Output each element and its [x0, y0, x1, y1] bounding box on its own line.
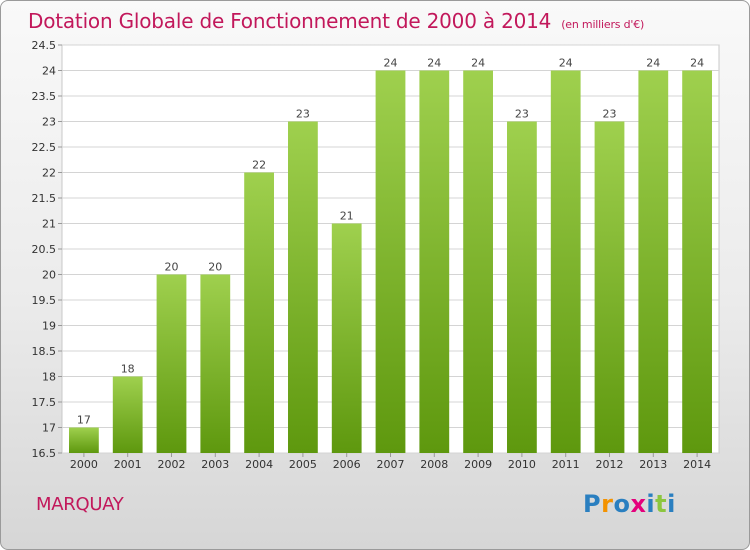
x-tick-label: 2001 [114, 458, 142, 471]
data-label: 18 [121, 363, 135, 376]
logo-letter: i [667, 490, 676, 518]
x-tick-label: 2005 [289, 458, 317, 471]
bar [550, 70, 581, 453]
bar [507, 121, 537, 453]
y-tick-label: 21.5 [32, 192, 57, 205]
data-labels: 17 18 20 20 22 23 21 24 24 24 23 24 23 24 24 [77, 57, 704, 427]
logo-letter: o [613, 490, 631, 518]
x-tick-label: 2014 [683, 458, 711, 471]
data-label: 23 [515, 108, 529, 121]
x-tick-label: 2009 [464, 458, 492, 471]
data-label: 23 [296, 108, 310, 121]
bar [331, 223, 362, 453]
chart-title: Dotation Globale de Fonctionnement de 20… [28, 9, 644, 33]
bars [69, 70, 712, 453]
x-axis-ticks: 2000 2001 2002 2003 2004 2005 2006 2007 2008 2009… [70, 453, 711, 471]
bar [244, 172, 274, 453]
data-label: 20 [165, 261, 179, 274]
commune-name: MARQUAY [36, 494, 124, 515]
y-tick-label: 16.5 [32, 447, 57, 460]
x-tick-label: 2004 [245, 458, 273, 471]
y-tick-label: 18.5 [32, 345, 57, 358]
x-tick-label: 2012 [596, 458, 624, 471]
data-label: 24 [427, 57, 441, 70]
logo-letter: t [655, 490, 668, 518]
y-tick-label: 17 [42, 422, 56, 435]
y-tick-label: 19 [42, 320, 56, 333]
y-axis-ticks: 16.5 17 17.5 18 18.5 19 19.5 20 20.5 21 21.5 22 22.5… [32, 39, 57, 460]
bar [682, 70, 712, 453]
x-tick-label: 2007 [377, 458, 405, 471]
y-tick-label: 24.5 [32, 39, 57, 52]
data-label: 24 [384, 57, 398, 70]
bar [69, 427, 99, 453]
proxiti-logo: Proxiti [583, 490, 676, 518]
y-tick-label: 18 [42, 371, 56, 384]
y-tick-label: 21 [42, 218, 56, 231]
x-tick-label: 2003 [201, 458, 229, 471]
chart-title-text: Dotation Globale de Fonctionnement de 20… [28, 9, 552, 33]
chart-subtitle: (en milliers d'€) [561, 18, 645, 31]
bar [112, 376, 143, 453]
x-tick-label: 2013 [639, 458, 667, 471]
x-tick-label: 2010 [508, 458, 536, 471]
logo-letter: x [630, 490, 647, 518]
y-tick-label: 22 [42, 167, 56, 180]
data-label: 20 [208, 261, 222, 274]
data-label: 17 [77, 414, 91, 427]
y-tick-label: 23 [42, 116, 56, 129]
bar [594, 121, 625, 453]
logo-letter: P [583, 490, 602, 518]
bar [288, 121, 318, 453]
bar [638, 70, 669, 453]
y-tick-label: 24 [42, 65, 56, 78]
y-tick-label: 20 [42, 269, 56, 282]
bar [200, 274, 231, 453]
data-label: 21 [340, 210, 354, 223]
data-label: 24 [471, 57, 485, 70]
x-tick-label: 2000 [70, 458, 98, 471]
logo-letter: i [646, 490, 656, 518]
data-label: 23 [603, 108, 617, 121]
y-tick-label: 20.5 [32, 243, 57, 256]
logo-letter: r [601, 490, 614, 518]
bar [463, 70, 493, 453]
y-tick-label: 19.5 [32, 294, 57, 307]
data-label: 24 [646, 57, 660, 70]
data-label: 22 [252, 159, 266, 172]
data-label: 24 [690, 57, 704, 70]
bar [375, 70, 406, 453]
x-tick-label: 2002 [158, 458, 186, 471]
data-label: 24 [559, 57, 573, 70]
y-tick-label: 23.5 [32, 90, 57, 103]
bar [419, 70, 450, 453]
y-tick-label: 22.5 [32, 141, 57, 154]
bar [156, 274, 187, 453]
x-tick-label: 2011 [552, 458, 580, 471]
y-tick-label: 17.5 [32, 396, 57, 409]
x-tick-label: 2006 [333, 458, 361, 471]
x-tick-label: 2008 [420, 458, 448, 471]
